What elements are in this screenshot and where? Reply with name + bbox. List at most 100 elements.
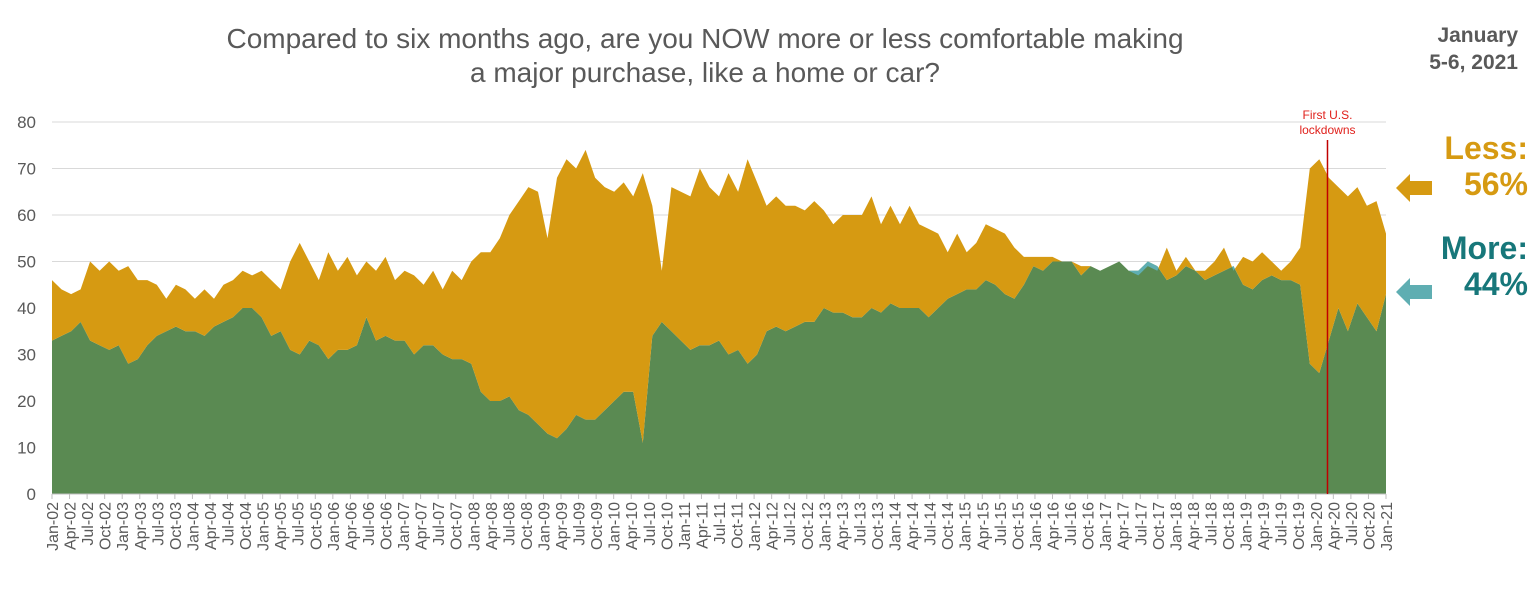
x-tick-label: Jan-13 — [817, 502, 834, 551]
x-tick-label: Jul-16 — [1063, 502, 1080, 546]
x-tick-label: Oct-17 — [1151, 502, 1168, 550]
title-line-1: Compared to six months ago, are you NOW … — [226, 23, 1184, 54]
chart-title: Compared to six months ago, are you NOW … — [140, 22, 1270, 90]
x-tick-label: Jan-12 — [747, 502, 764, 551]
x-tick-label: Oct-08 — [519, 502, 536, 550]
more-callout-value: 44% — [1463, 266, 1528, 302]
x-tick-label: Jul-10 — [642, 502, 659, 546]
x-tick-label: Jan-10 — [607, 502, 624, 551]
x-tick-label: Jul-03 — [150, 502, 167, 546]
x-tick-label: Apr-05 — [273, 502, 290, 550]
x-tick-label: Oct-20 — [1361, 502, 1378, 550]
y-tick-label: 20 — [17, 392, 36, 411]
x-tick-label: Jul-17 — [1133, 502, 1150, 546]
date-line-2: 5-6, 2021 — [1429, 51, 1518, 74]
x-tick-label: Apr-02 — [63, 502, 80, 550]
series-more-area — [52, 261, 1386, 494]
series-less-band — [52, 149, 1129, 443]
x-tick-label: Jan-02 — [45, 502, 62, 551]
x-tick-label: Apr-06 — [343, 502, 360, 550]
x-tick-label: Jul-08 — [501, 502, 518, 546]
x-tick-label: Jan-20 — [1309, 502, 1326, 551]
lockdown-label-line-2: lockdowns — [1299, 123, 1355, 137]
series-less-band — [1234, 159, 1386, 374]
x-tick-label: Jan-14 — [888, 502, 905, 551]
x-tick-label: Oct-15 — [1010, 502, 1027, 550]
x-tick-label: Apr-17 — [1116, 502, 1133, 550]
x-tick-label: Apr-09 — [554, 502, 571, 550]
less-arrow-icon — [1396, 174, 1432, 202]
x-tick-label: Jan-08 — [466, 502, 483, 551]
x-tick-label: Apr-18 — [1186, 502, 1203, 550]
x-tick-label: Oct-10 — [659, 502, 676, 550]
y-tick-label: 70 — [17, 160, 36, 179]
x-tick-label: Jul-20 — [1344, 502, 1361, 546]
x-tick-label: Jan-17 — [1098, 502, 1115, 551]
x-tick-label: Jan-09 — [536, 502, 553, 551]
x-tick-label: Jul-14 — [923, 502, 940, 546]
x-tick-label: Oct-06 — [379, 502, 396, 550]
x-tick-label: Apr-04 — [203, 502, 220, 550]
y-tick-label: 30 — [17, 346, 36, 365]
y-tick-label: 50 — [17, 253, 36, 272]
x-tick-label: Apr-11 — [694, 502, 711, 549]
x-tick-label: Jul-19 — [1274, 502, 1291, 546]
x-tick-label: Jul-06 — [361, 502, 378, 546]
more-callout: More: 44% — [1441, 230, 1528, 302]
x-tick-label: Oct-03 — [168, 502, 185, 550]
x-tick-label: Apr-07 — [414, 502, 431, 550]
x-tick-label: Oct-12 — [800, 502, 817, 550]
x-tick-label: Oct-19 — [1291, 502, 1308, 550]
title-line-2: a major purchase, like a home or car? — [470, 57, 940, 88]
x-tick-label: Apr-14 — [905, 502, 922, 550]
x-tick-label: Jul-13 — [852, 502, 869, 546]
x-tick-label: Jan-15 — [958, 502, 975, 551]
y-tick-label: 10 — [17, 439, 36, 458]
area-layer — [52, 149, 1386, 494]
x-tick-label: Jul-04 — [221, 502, 238, 546]
x-tick-label: Oct-18 — [1221, 502, 1238, 550]
y-tick-label: 60 — [17, 206, 36, 225]
x-tick-label: Oct-09 — [589, 502, 606, 550]
x-tick-label: Jul-05 — [291, 502, 308, 546]
x-tick-label: Oct-14 — [940, 502, 957, 550]
x-tick-label: Oct-13 — [870, 502, 887, 550]
lockdown-label-line-1: First U.S. — [1302, 108, 1352, 122]
overlap-band — [1128, 261, 1159, 276]
x-tick-label: Apr-19 — [1256, 502, 1273, 550]
x-tick-label: Oct-05 — [308, 502, 325, 550]
x-tick-label: Jul-09 — [572, 502, 589, 546]
survey-date: January 5-6, 2021 — [1429, 22, 1518, 76]
x-tick-label: Jan-04 — [185, 502, 202, 551]
x-tick-label: Apr-08 — [484, 502, 501, 550]
x-tick-label: Jul-18 — [1203, 502, 1220, 546]
x-tick-label: Apr-03 — [133, 502, 150, 550]
x-tick-label: Jan-03 — [115, 502, 132, 551]
x-tick-label: Jan-19 — [1239, 502, 1256, 551]
y-tick-label: 80 — [17, 113, 36, 132]
x-tick-label: Jan-06 — [326, 502, 343, 551]
lockdown-annotation: First U.S.lockdowns — [1299, 108, 1356, 494]
x-tick-label: Apr-12 — [765, 502, 782, 550]
x-tick-label: Oct-16 — [1081, 502, 1098, 550]
more-arrow-icon — [1396, 278, 1432, 306]
x-tick-label: Apr-20 — [1326, 502, 1343, 550]
x-tick-label: Apr-15 — [975, 502, 992, 550]
series-less-band — [1158, 247, 1232, 281]
x-tick-label: Jul-11 — [712, 502, 729, 544]
overlap-band — [1232, 266, 1235, 271]
x-tick-label: Jan-07 — [396, 502, 413, 551]
x-tick-label: Jan-21 — [1379, 502, 1396, 551]
x-tick-label: Jul-02 — [80, 502, 97, 546]
x-tick-label: Jul-12 — [782, 502, 799, 546]
y-tick-label: 40 — [17, 299, 36, 318]
x-tick-label: Jan-16 — [1028, 502, 1045, 551]
less-callout-value: 56% — [1463, 166, 1528, 202]
y-tick-label: 0 — [27, 485, 36, 504]
x-tick-label: Oct-11 — [730, 502, 747, 549]
x-tick-label: Jan-05 — [256, 502, 273, 551]
x-tick-label: Oct-04 — [238, 502, 255, 550]
x-tick-label: Jan-18 — [1168, 502, 1185, 551]
x-tick-label: Apr-16 — [1046, 502, 1063, 550]
x-tick-label: Oct-07 — [449, 502, 466, 550]
